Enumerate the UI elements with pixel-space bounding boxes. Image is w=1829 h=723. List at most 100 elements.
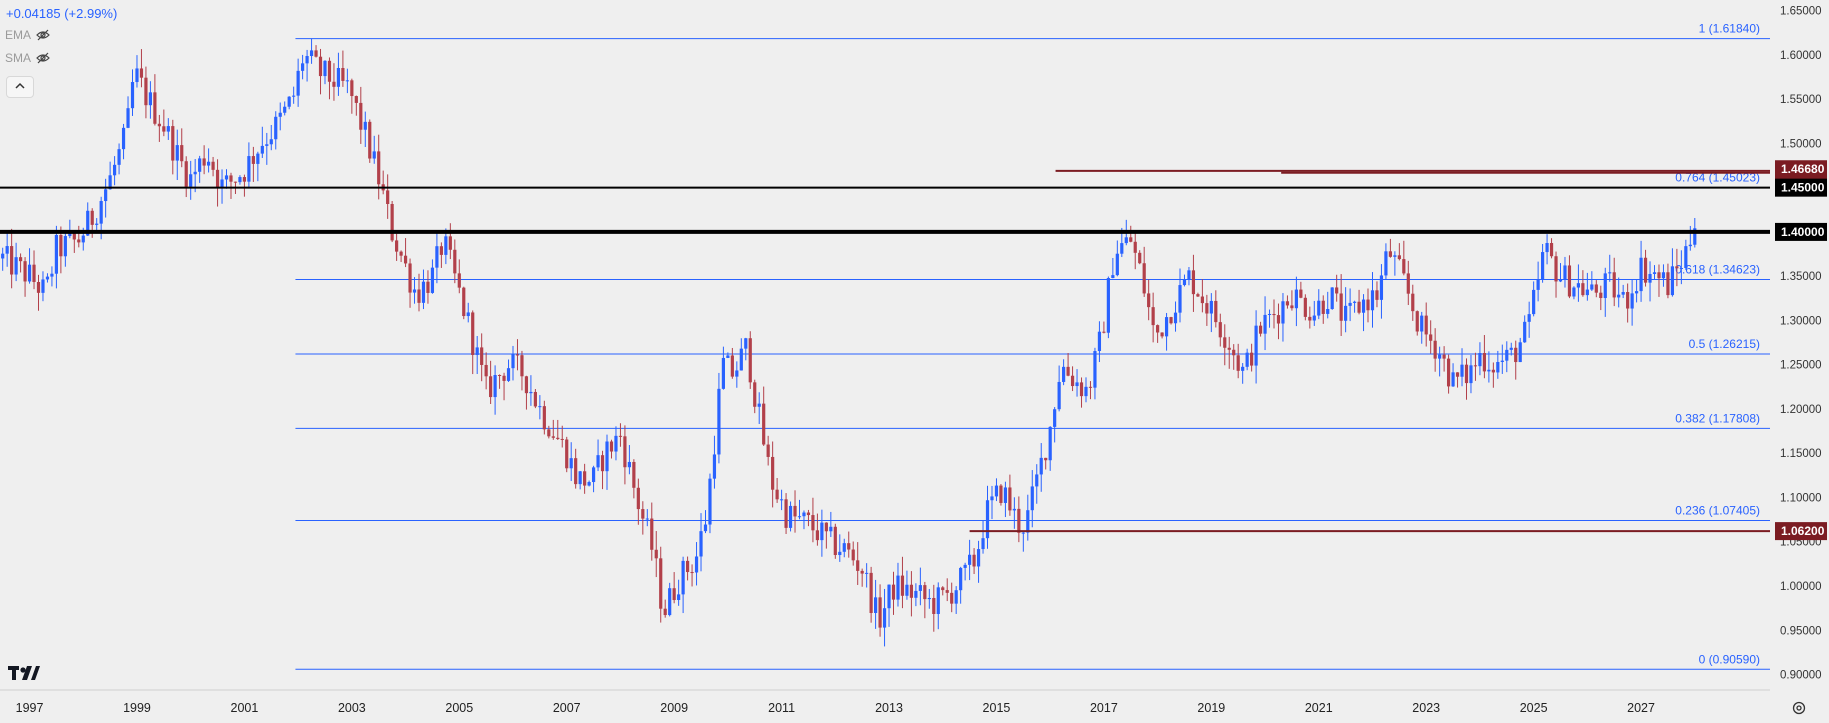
gear-icon[interactable] [1791, 700, 1807, 716]
horizontal-levels[interactable] [0, 186, 1770, 234]
eye-hidden-icon[interactable] [36, 51, 50, 65]
candle-body [336, 67, 341, 87]
candle-body [623, 436, 627, 468]
candle-body [1581, 283, 1585, 296]
candle-body [211, 161, 215, 170]
candle-body [126, 108, 130, 128]
candle-body [1084, 386, 1088, 397]
candle-body [5, 246, 9, 254]
fib-retracement[interactable]: 1 (1.61840) 0.764 (1.45023) 0.618 (1.34623… [295, 22, 1770, 670]
candle-body [1102, 331, 1106, 333]
candle-body [556, 437, 560, 439]
price-axis[interactable]: 1.65000 1.60000 1.55000 1.50000 1.45000 1.400… [1770, 0, 1829, 723]
candle-body [1070, 375, 1075, 387]
candle-body [1147, 293, 1151, 308]
candle-body [753, 382, 757, 407]
candle-body [1075, 382, 1079, 387]
level-label: 1.40000 [1781, 225, 1825, 239]
candle-body [1097, 331, 1102, 352]
price-markers [969, 169, 1770, 533]
candle-body [1106, 278, 1110, 333]
candle-body [1039, 457, 1043, 475]
candle-body [1379, 275, 1384, 300]
price-tick-label: 1.35000 [1780, 271, 1822, 283]
candle-body [215, 169, 220, 188]
candle-body [1384, 251, 1388, 276]
candle-body [1330, 287, 1334, 309]
ema-indicator[interactable]: EMA [5, 28, 50, 42]
candle-body [1442, 354, 1446, 359]
eye-hidden-icon[interactable] [36, 28, 50, 42]
candle-body [23, 261, 27, 282]
candle-body [90, 210, 94, 225]
candle-body [1223, 337, 1227, 348]
candle-body [1639, 257, 1643, 292]
candle-body [717, 388, 721, 455]
candle-body [166, 126, 170, 132]
candle-body [771, 456, 775, 490]
candle-body [900, 575, 905, 596]
candle-body [1652, 272, 1657, 274]
candle-body [574, 458, 578, 485]
candle-body [1026, 510, 1030, 533]
candle-body [1612, 272, 1616, 298]
candle-body [77, 239, 81, 243]
price-tick-label: 1.10000 [1780, 492, 1822, 504]
candle-body [238, 177, 242, 183]
candle-body [466, 312, 470, 317]
candle-body [1429, 334, 1433, 341]
candle-body [1062, 366, 1066, 382]
candle-body [1473, 365, 1478, 367]
candle-body [654, 549, 658, 559]
fib-level-label: 0.236 (1.07405) [1675, 503, 1760, 517]
time-tick-label: 2015 [983, 701, 1011, 715]
candle-body [1178, 285, 1182, 313]
candle-body [1469, 365, 1473, 384]
candle-body [68, 233, 72, 237]
tradingview-logo-icon[interactable] [8, 664, 40, 682]
candle-body [359, 102, 363, 130]
candle-body [323, 60, 327, 77]
candle-body [994, 485, 999, 497]
candle-body [269, 139, 273, 145]
candle-body [1491, 369, 1495, 373]
candle-body [180, 145, 184, 162]
candle-body [1003, 487, 1008, 503]
candle-body [918, 585, 922, 591]
fib-level-label: 1 (1.61840) [1699, 22, 1760, 36]
candle-body [471, 312, 475, 355]
time-axis[interactable]: 1997 1999 2001 2003 2005 2007 2009 2011 2013 2015… [0, 689, 1770, 715]
candle-body [72, 233, 76, 240]
candle-body [1066, 366, 1070, 376]
candle-body [1361, 299, 1366, 313]
candle-body [1129, 237, 1133, 242]
candle-body [950, 592, 954, 604]
candle-body [1057, 381, 1061, 410]
candle-body [242, 177, 247, 182]
candle-body [1585, 289, 1589, 296]
candle-body [1527, 314, 1531, 322]
price-tick-label: 1.30000 [1780, 315, 1822, 327]
candle-body [596, 455, 600, 468]
candle-body [1446, 358, 1451, 387]
candle-body [1290, 305, 1294, 309]
collapse-legend-button[interactable] [6, 76, 34, 98]
candle-body [587, 482, 591, 486]
candle-body [1657, 272, 1661, 279]
candle-body [932, 597, 936, 614]
candle-body [175, 145, 179, 161]
candle-body [981, 538, 985, 550]
price-tick-label: 1.15000 [1780, 448, 1822, 460]
candle-body [139, 68, 144, 78]
candle-body [1151, 307, 1155, 326]
candle-body [63, 236, 67, 257]
candle-body [435, 246, 439, 268]
candle-body [1393, 255, 1397, 257]
sma-indicator[interactable]: SMA [5, 51, 50, 65]
candle-body [963, 564, 967, 568]
candle-body [1626, 292, 1630, 309]
candle-body [1518, 342, 1522, 363]
candle-body [104, 189, 108, 202]
time-tick-label: 2007 [553, 701, 581, 715]
